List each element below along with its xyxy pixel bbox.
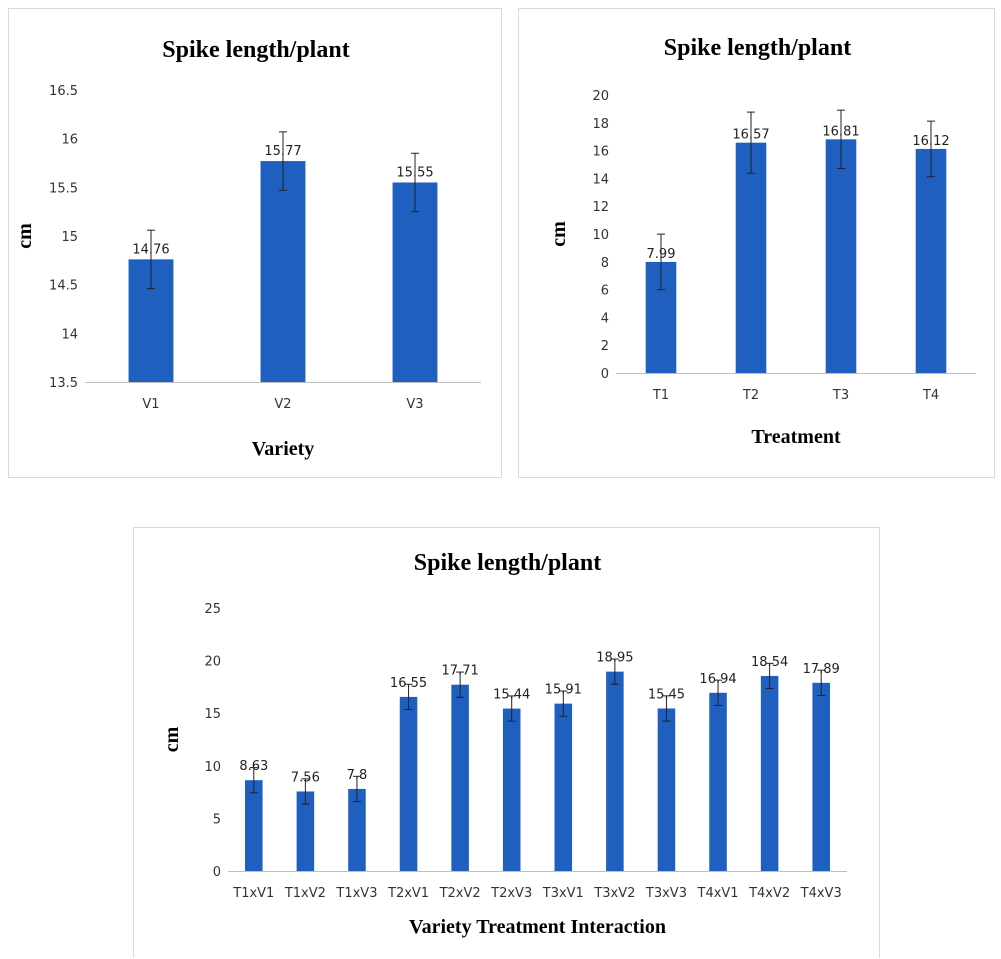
y-tick-label: 20 [592,89,609,104]
data-label: 18.54 [751,655,788,670]
data-label: 16.94 [699,672,736,687]
x-tick-label: V3 [406,397,423,412]
y-axis-title: cm [548,221,570,247]
y-tick-label: 16.5 [49,84,78,99]
bar [825,139,857,373]
bar [554,703,573,871]
chart-title: Spike length/plant [664,35,851,61]
chart-treatment: Spike length/plant 0 2 4 6 8 10 12 14 16 18 20 7.99 T… [548,35,976,448]
y-tick-label: 2 [601,339,609,354]
y-tick-label: 15.5 [49,181,78,196]
data-label: 15.77 [264,144,301,159]
y-tick-label: 16 [61,133,78,148]
x-tick-label: T2xV3 [490,886,532,901]
y-tick-label: 15 [61,230,78,245]
chart-title: Spike length/plant [414,550,601,576]
chart-panel-interaction: Spike length/plant 0 5 10 15 20 25 8.63 T1xV1 7.5… [133,527,880,958]
chart-panel-treatment: Spike length/plant 0 2 4 6 8 10 12 14 16 18 20 7.99 T… [518,8,995,478]
y-tick-label: 10 [204,760,221,775]
y-tick-label: 6 [601,284,609,299]
data-label: 16.12 [912,134,949,149]
data-label: 8.63 [239,759,268,774]
x-tick-label: T1xV3 [335,886,377,901]
data-label: 7.56 [291,770,320,785]
data-label: 16.55 [390,676,427,691]
y-axis-title: cm [14,223,36,249]
bar [348,788,366,871]
bar [657,708,676,871]
x-tick-label: T3xV1 [542,886,584,901]
x-axis-title: Variety [252,438,315,460]
x-tick-label: V2 [274,397,291,412]
chart-title: Spike length/plant [162,37,349,63]
y-tick-label: 14 [592,172,609,187]
data-label: 14.76 [132,242,169,257]
y-tick-label: 25 [204,602,221,617]
bar [296,791,315,871]
chart-variety: Spike length/plant 13.5 14 14.5 15 15.5 16 16.5… [14,37,481,460]
y-tick-label: 10 [592,228,609,243]
y-tick-label: 18 [592,117,609,132]
y-tick-label: 16 [592,145,609,160]
bar [392,182,438,382]
bar [606,671,624,871]
bar [735,142,767,373]
y-tick-label: 0 [601,367,609,382]
data-label: 15.44 [493,688,530,703]
x-tick-label: T4 [922,388,939,403]
data-label: 16.57 [732,128,769,143]
x-axis-title: Variety Treatment Interaction [409,916,666,938]
y-tick-label: 4 [601,311,609,326]
x-axis-title: Treatment [751,426,841,448]
y-tick-label: 0 [213,865,221,880]
x-tick-label: T3xV2 [593,886,635,901]
data-label: 16.81 [822,124,859,139]
x-tick-label: T1 [652,388,669,403]
bar [399,696,418,871]
y-tick-label: 14.5 [49,279,78,294]
y-tick-label: 20 [204,655,221,670]
x-tick-label: T1xV1 [232,886,274,901]
bar [451,684,469,871]
data-label: 18.95 [596,651,633,666]
x-tick-label: T2xV1 [387,886,429,901]
data-label: 7.99 [647,247,676,262]
data-label: 17.71 [442,664,479,679]
bar [760,675,779,871]
data-label: 7.8 [347,768,368,783]
x-tick-label: V1 [142,397,159,412]
bar [245,780,263,871]
data-label: 15.55 [396,165,433,180]
y-tick-label: 8 [601,256,609,271]
x-tick-label: T3xV3 [645,886,687,901]
bar [812,682,830,871]
bar [502,708,521,871]
y-tick-label: 12 [592,200,609,215]
chart-interaction: Spike length/plant 0 5 10 15 20 25 8.63 T1xV1 7.5… [161,550,847,938]
bar [260,161,306,382]
x-tick-label: T1xV2 [284,886,326,901]
bar [915,148,947,373]
x-tick-label: T4xV3 [800,886,842,901]
y-axis-title: cm [161,726,183,752]
bar [709,692,727,871]
y-tick-label: 13.5 [49,376,78,391]
x-tick-label: T2xV2 [439,886,481,901]
x-tick-label: T4xV2 [748,886,790,901]
x-tick-label: T2 [742,388,759,403]
y-tick-label: 14 [61,327,78,342]
y-tick-label: 15 [204,707,221,722]
data-label: 15.91 [545,683,582,698]
x-tick-label: T4xV1 [697,886,739,901]
chart-panel-variety: Spike length/plant 13.5 14 14.5 15 15.5 16 16.5… [8,8,502,478]
x-tick-label: T3 [832,388,849,403]
data-label: 17.89 [803,662,840,677]
data-label: 15.45 [648,687,685,702]
y-tick-label: 5 [213,812,221,827]
